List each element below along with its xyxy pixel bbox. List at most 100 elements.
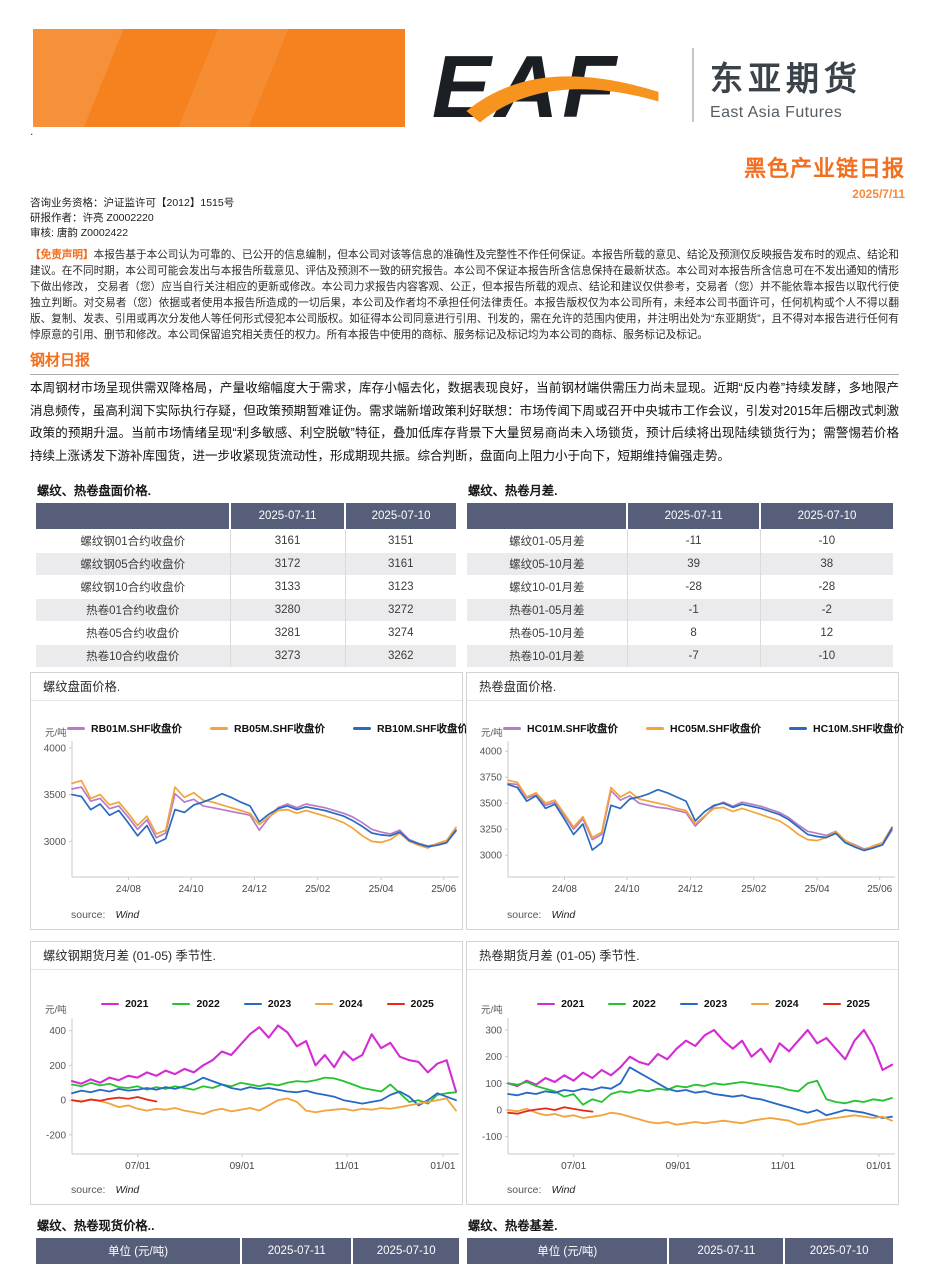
table-row: 螺纹钢05合约收盘价 3172 3161: [36, 551, 456, 575]
section-body: 本周钢材市场呈现供需双降格局，产量收缩幅度大于需求，库存小幅去化，数据表现良好，…: [30, 381, 899, 463]
x-tick-label: 01/01: [866, 1161, 891, 1172]
column-header: 2025-07-11: [667, 1238, 785, 1264]
table-cell: 热卷01-05月差: [467, 597, 628, 621]
table-cell: 3172: [229, 551, 346, 575]
legend-item: 2024: [315, 998, 363, 1010]
legend-swatch: [537, 1002, 556, 1006]
legend-label: HC01M.SHF收盘价: [526, 723, 618, 735]
series-line-RB10M.SHF收盘价: [71, 792, 457, 848]
table-cell: 螺纹钢10合约收盘价: [36, 574, 231, 598]
table-cell: 3151: [344, 528, 456, 552]
legend-item: 2023: [679, 998, 727, 1010]
table-row: 热卷05-10月差 8 12: [467, 620, 893, 644]
table-cell: 热卷10-01月差: [467, 643, 628, 667]
x-tick-label: 24/08: [116, 884, 141, 895]
x-tick-label: 25/04: [369, 884, 394, 895]
table-cell: 3133: [229, 574, 346, 598]
table-cell: -10: [759, 643, 893, 667]
y-axis-unit-label: 元/吨: [45, 1005, 67, 1016]
report-title: 黑色产业链日报: [743, 156, 905, 181]
chart-area: 元/吨 2021 2022 2023 2024 2025 -100 0 100 200 300 0…: [467, 970, 898, 1204]
table-cell: 螺纹05-10月差: [467, 551, 628, 575]
meta-author: 研报作者：许亮 Z0002220: [30, 212, 154, 224]
spread-table-title: 螺纹、热卷月差.: [468, 484, 558, 498]
chart-source: source: Wind: [507, 909, 575, 921]
y-tick-label: 4000: [44, 743, 67, 754]
series-line-2024: [507, 1107, 893, 1126]
legend-label: 2021: [561, 998, 585, 1010]
basis-table: 单位 (元/吨) 2025-07-11 2025-07-10: [467, 1238, 893, 1264]
column-header: 2025-07-11: [240, 1238, 353, 1264]
legend-item: 2023: [243, 998, 291, 1010]
y-axis-unit-label: 元/吨: [45, 728, 67, 739]
chart-title: 螺纹钢期货月差 (01-05) 季节性.: [31, 942, 462, 970]
y-tick-label: 200: [485, 1052, 502, 1063]
chart-legend: 2021 2022 2023 2024 2025: [77, 998, 458, 1010]
chart-source: source: Wind: [71, 1184, 139, 1196]
chart-title: 热卷盘面价格.: [467, 673, 898, 701]
y-axis-unit-label: 元/吨: [481, 1005, 503, 1016]
legend-item: RB05M.SHF收盘价: [210, 721, 325, 736]
chart-panel-rebar-spread-seasonality: 螺纹钢期货月差 (01-05) 季节性. 元/吨 2021 2022 2023 202…: [30, 941, 463, 1205]
price-table-title: 螺纹、热卷盘面价格.: [37, 484, 152, 498]
table-row: 螺纹10-01月差 -28 -28: [467, 574, 893, 598]
logo-swoosh: [466, 76, 659, 123]
eaf-logo: EAF: [432, 40, 659, 136]
legend-item: RB10M.SHF收盘价: [353, 721, 468, 736]
legend-item: RB01M.SHF收盘价: [66, 721, 182, 736]
chart-area: 元/吨 RB01M.SHF收盘价 RB05M.SHF收盘价 RB10M.SHF收盘价…: [31, 701, 468, 929]
table-cell: 3123: [344, 574, 456, 598]
legend-item: 2021: [101, 998, 148, 1010]
table-row: 热卷10合约收盘价 3273 3262: [36, 643, 456, 667]
table-row: 螺纹钢01合约收盘价 3161 3151: [36, 528, 456, 552]
table-cell: 39: [626, 551, 761, 575]
series-line-2025: [507, 1106, 594, 1115]
column-header: 单位 (元/吨): [36, 1238, 242, 1264]
disclaimer: 【免责声明】本报告基于本公司认为可靠的、已公开的信息编制，但本公司对该等信息的准…: [30, 247, 899, 344]
series-line-2021: [70, 1024, 458, 1093]
brand-orange-banner: [33, 29, 405, 127]
table-cell: 3161: [229, 528, 346, 552]
x-tick-label: 11/01: [335, 1161, 360, 1172]
table-cell: 热卷05-10月差: [467, 620, 628, 644]
table-row: 热卷10-01月差 -7 -10: [467, 643, 893, 667]
y-tick-label: -200: [46, 1130, 66, 1141]
y-tick-label: 4000: [480, 747, 503, 758]
basis-table-block: 螺纹、热卷基差. 单位 (元/吨) 2025-07-11 2025-07-10: [467, 1216, 893, 1264]
legend-label: HC10M.SHF收盘价: [813, 723, 905, 735]
legend-item: 2021: [537, 998, 584, 1010]
table-cell: 3281: [229, 620, 346, 644]
y-axis-unit-label: 元/吨: [481, 728, 503, 739]
basis-table-title: 螺纹、热卷基差.: [468, 1219, 558, 1233]
column-header: 2025-07-10: [783, 1238, 893, 1264]
chart-legend: HC01M.SHF收盘价 HC05M.SHF收盘价 HC10M.SHF收盘价: [502, 721, 904, 736]
source-label: source:: [507, 1184, 542, 1196]
y-tick-label: 0: [60, 1096, 66, 1107]
disclaimer-label: 【免责声明】: [30, 249, 94, 261]
report-date: 2025/7/11: [852, 187, 905, 201]
table-cell: 螺纹钢05合约收盘价: [36, 551, 231, 575]
column-header: 2025-07-11: [229, 503, 346, 529]
spread-table: 2025-07-11 2025-07-10 螺纹01-05月差 -11 -10 螺纹05-…: [467, 503, 893, 667]
section-title-steel-daily: 钢材日报: [30, 349, 899, 375]
legend-item: 2022: [608, 998, 656, 1010]
x-tick-label: 07/01: [125, 1161, 150, 1172]
legend-item: 2022: [172, 998, 220, 1010]
table-cell: -28: [626, 574, 761, 598]
legend-swatch: [243, 1002, 262, 1006]
legend-swatch: [101, 1002, 120, 1006]
legend-label: 2025: [846, 998, 870, 1010]
legend-label: HC05M.SHF收盘价: [670, 723, 762, 735]
table-row: 热卷01-05月差 -1 -2: [467, 597, 893, 621]
y-tick-label: 3500: [480, 799, 503, 810]
x-tick-label: 25/06: [867, 884, 892, 895]
x-tick-label: 24/12: [678, 884, 703, 895]
series-line-RB05M.SHF收盘价: [71, 779, 457, 849]
legend-label: RB01M.SHF收盘价: [90, 723, 182, 735]
x-tick-label: 24/12: [242, 884, 267, 895]
chart-area: 元/吨 2021 2022 2023 2024 2025 -200 0 200 400 07/0…: [31, 970, 462, 1204]
chart-source: source: Wind: [507, 1184, 575, 1196]
y-tick-label: 3000: [480, 851, 503, 862]
chart-plot: -200 0 200 400 07/01 09/01 11/01 01/01: [46, 1018, 459, 1172]
table-row: 热卷05合约收盘价 3281 3274: [36, 620, 456, 644]
